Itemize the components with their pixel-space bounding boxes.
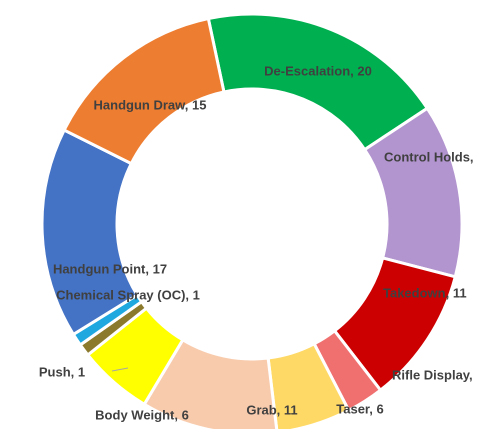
data-label: Handgun Draw, 15 (94, 97, 207, 112)
data-label: Body Weight, 6 (95, 407, 189, 422)
data-label: Push, 1 (39, 364, 85, 379)
data-label: Chemical Spray (OC), 1 (56, 287, 200, 302)
data-label: Control Holds, (384, 149, 474, 164)
data-label: Taser, 6 (336, 401, 383, 416)
data-label: Rifle Display, (392, 367, 473, 382)
data-labels: De-Escalation, 20 Control Holds, Takedown,… (39, 63, 474, 422)
data-label: Takedown, 11 (383, 285, 467, 300)
data-label: Handgun Point, 17 (53, 261, 167, 276)
data-label: De-Escalation, 20 (264, 63, 372, 78)
data-label: Grab, 11 (246, 402, 297, 417)
leader-line (111, 367, 129, 372)
donut (40, 12, 464, 429)
donut-slice (62, 16, 226, 166)
